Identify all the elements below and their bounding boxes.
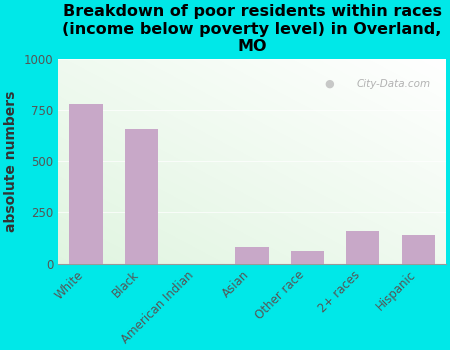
Text: City-Data.com: City-Data.com <box>357 79 431 89</box>
Y-axis label: absolute numbers: absolute numbers <box>4 91 18 232</box>
Bar <box>125 129 158 264</box>
Bar <box>401 235 435 264</box>
Text: ●: ● <box>324 79 334 89</box>
Bar <box>291 251 324 264</box>
Bar <box>235 247 269 264</box>
Bar <box>69 104 103 264</box>
Title: Breakdown of poor residents within races
(income below poverty level) in Overlan: Breakdown of poor residents within races… <box>63 4 442 54</box>
Bar <box>346 231 379 264</box>
